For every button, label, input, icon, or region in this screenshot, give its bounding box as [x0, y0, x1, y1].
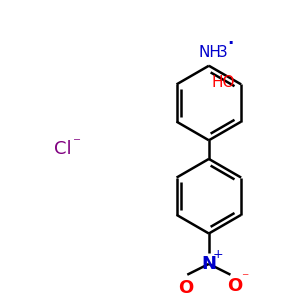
- Text: Cl: Cl: [54, 140, 71, 158]
- Text: HO: HO: [212, 75, 235, 90]
- Text: ·: ·: [227, 35, 234, 53]
- Text: O: O: [227, 277, 242, 295]
- Text: +: +: [212, 248, 223, 261]
- Text: 3: 3: [218, 45, 227, 60]
- Text: O: O: [178, 279, 193, 297]
- Text: ⁻: ⁻: [242, 271, 249, 285]
- Text: ⁻: ⁻: [74, 135, 82, 150]
- Text: NH: NH: [198, 45, 221, 60]
- Text: N: N: [201, 255, 216, 273]
